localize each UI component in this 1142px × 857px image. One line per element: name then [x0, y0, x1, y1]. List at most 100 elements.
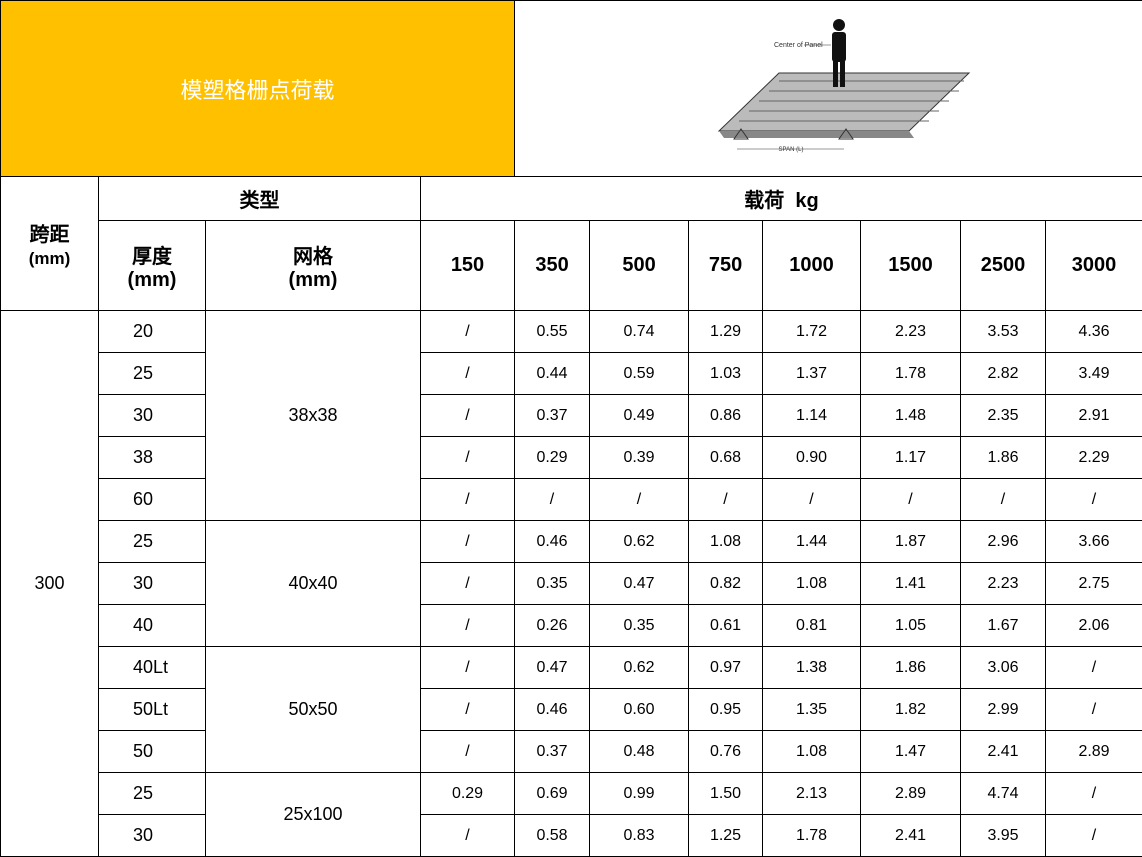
value-cell: 1.41: [860, 562, 962, 605]
value-cell: 1.82: [860, 688, 962, 731]
thickness-cell: 50Lt: [98, 688, 206, 731]
value-cell: /: [419, 646, 516, 689]
value-cell: 0.26: [514, 604, 591, 647]
value-cell: 0.29: [419, 772, 516, 815]
value-cell: 1.35: [762, 688, 862, 731]
value-cell: 0.74: [589, 310, 690, 353]
value-cell: 0.29: [514, 436, 591, 479]
thickness-unit: (mm): [127, 268, 177, 291]
data-row: 25 /0.44 0.59 1.03 1.37 1.78 2.82 3.49: [1, 352, 1142, 395]
thickness-head: 厚度 (mm): [98, 220, 206, 311]
mesh-unit: (mm): [288, 268, 338, 291]
value-cell: 2.23: [860, 310, 962, 353]
value-cell: 3.95: [960, 814, 1047, 857]
value-cell: 2.89: [860, 772, 962, 815]
load-head-cell: 500: [589, 220, 690, 311]
head-row: 厚度 (mm) 网格 (mm) 150 350 500 750 1000 1500 2500 30…: [1, 220, 1142, 311]
load-head-cell: 350: [514, 220, 591, 311]
value-cell: /: [419, 730, 516, 773]
value-cell: 2.75: [1045, 562, 1142, 605]
support: [732, 128, 749, 140]
value-cell: 0.97: [688, 646, 764, 689]
thickness-cell: 50: [98, 730, 206, 773]
head-row: 跨距 (mm) 类型 载荷 kg: [0, 176, 1142, 311]
value-cell: 2.99: [960, 688, 1047, 731]
diagram-cell: Center of Panel SPAN (L): [514, 0, 1142, 177]
thickness-cell: 30: [98, 562, 206, 605]
value-cell: /: [419, 352, 516, 395]
load-head: 载荷 kg: [419, 176, 1142, 221]
value-cell: 1.08: [688, 520, 764, 563]
value-cell: 1.87: [860, 520, 962, 563]
value-cell: 1.47: [860, 730, 962, 773]
value-cell: /: [419, 394, 516, 437]
value-cell: /: [419, 520, 516, 563]
center-label: Center of Panel: [774, 42, 823, 49]
span-head-text: 跨距: [29, 223, 70, 246]
value-cell: 0.39: [589, 436, 690, 479]
value-cell: 1.72: [762, 310, 862, 353]
value-cell: 0.47: [589, 562, 690, 605]
value-cell: 2.91: [1045, 394, 1142, 437]
value-cell: 0.35: [589, 604, 690, 647]
value-cell: /: [419, 436, 516, 479]
value-cell: /: [419, 604, 516, 647]
value-cell: 2.23: [960, 562, 1047, 605]
title-row: 模塑格栅点荷载 Center of Panel SPAN (L): [0, 0, 1142, 177]
span-head: 跨距 (mm): [0, 176, 99, 311]
value-cell: 0.37: [514, 394, 591, 437]
mesh-cell: 40x40: [205, 520, 421, 647]
value-cell: 0.81: [762, 604, 862, 647]
value-cell: 1.38: [762, 646, 862, 689]
value-cell: 1.29: [688, 310, 764, 353]
mesh-text: 网格: [293, 245, 333, 268]
value-cell: /: [688, 478, 764, 521]
data-row: 40 /0.26 0.35 0.61 0.81 1.05 1.67 2.06: [1, 604, 1142, 647]
load-head-cell: 750: [688, 220, 764, 311]
value-cell: /: [514, 478, 591, 521]
value-cell: 0.83: [589, 814, 690, 857]
value-cell: /: [589, 478, 690, 521]
value-cell: 4.74: [960, 772, 1047, 815]
value-cell: 1.08: [762, 730, 862, 773]
span-label: SPAN (L): [778, 147, 803, 153]
data-row: 25 25x100 0.29 0.69 0.99 1.50 2.13 2.89 4.74/: [1, 772, 1142, 857]
person-leg: [832, 61, 838, 87]
thickness-cell: 25: [98, 352, 206, 395]
value-cell: 2.41: [860, 814, 962, 857]
value-cell: 0.60: [589, 688, 690, 731]
value-cell: 1.78: [762, 814, 862, 857]
value-cell: /: [419, 688, 516, 731]
data-row: 38 /0.29 0.39 0.68 0.90 1.17 1.86 2.29: [1, 436, 1142, 479]
value-cell: 0.82: [688, 562, 764, 605]
value-cell: 0.62: [589, 646, 690, 689]
value-cell: 1.14: [762, 394, 862, 437]
data-row: 30 /0.37 0.49 0.86 1.14 1.48 2.35 2.91: [1, 394, 1142, 437]
mesh-head: 网格 (mm): [205, 220, 421, 311]
thickness-cell: 25: [98, 520, 206, 563]
load-head-cell: 150: [419, 220, 516, 311]
value-cell: 0.35: [514, 562, 591, 605]
value-cell: /: [1045, 814, 1142, 857]
value-cell: 4.36: [1045, 310, 1142, 353]
value-cell: /: [860, 478, 962, 521]
value-cell: /: [1045, 772, 1142, 815]
value-cell: 0.68: [688, 436, 764, 479]
value-cell: 2.35: [960, 394, 1047, 437]
value-cell: 2.29: [1045, 436, 1142, 479]
value-cell: 0.46: [514, 688, 591, 731]
value-cell: 3.06: [960, 646, 1047, 689]
load-head-cell: 2500: [960, 220, 1047, 311]
load-head-cell: 1500: [860, 220, 962, 311]
data-row: 60// / / / / / /: [1, 478, 1142, 521]
thickness-cell: 30: [98, 394, 206, 437]
data-row: 50 /0.37 0.48 0.76 1.08 1.47 2.41 2.89: [1, 730, 1142, 773]
value-cell: 0.86: [688, 394, 764, 437]
panel-edge: [718, 131, 914, 138]
value-cell: 0.44: [514, 352, 591, 395]
value-cell: 1.25: [688, 814, 764, 857]
value-cell: 0.48: [589, 730, 690, 773]
value-cell: 3.53: [960, 310, 1047, 353]
thickness-cell: 25: [98, 772, 206, 815]
